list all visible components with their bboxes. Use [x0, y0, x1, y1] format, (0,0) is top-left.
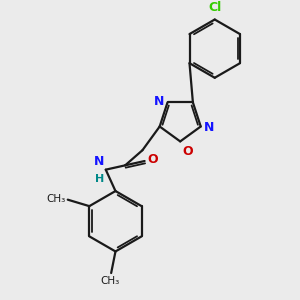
Text: Cl: Cl [208, 1, 221, 14]
Text: CH₃: CH₃ [46, 194, 66, 204]
Text: CH₃: CH₃ [100, 276, 120, 286]
Text: H: H [95, 174, 105, 184]
Text: O: O [148, 153, 158, 167]
Text: O: O [182, 145, 193, 158]
Text: N: N [154, 95, 164, 108]
Text: N: N [94, 154, 105, 167]
Text: N: N [204, 121, 214, 134]
